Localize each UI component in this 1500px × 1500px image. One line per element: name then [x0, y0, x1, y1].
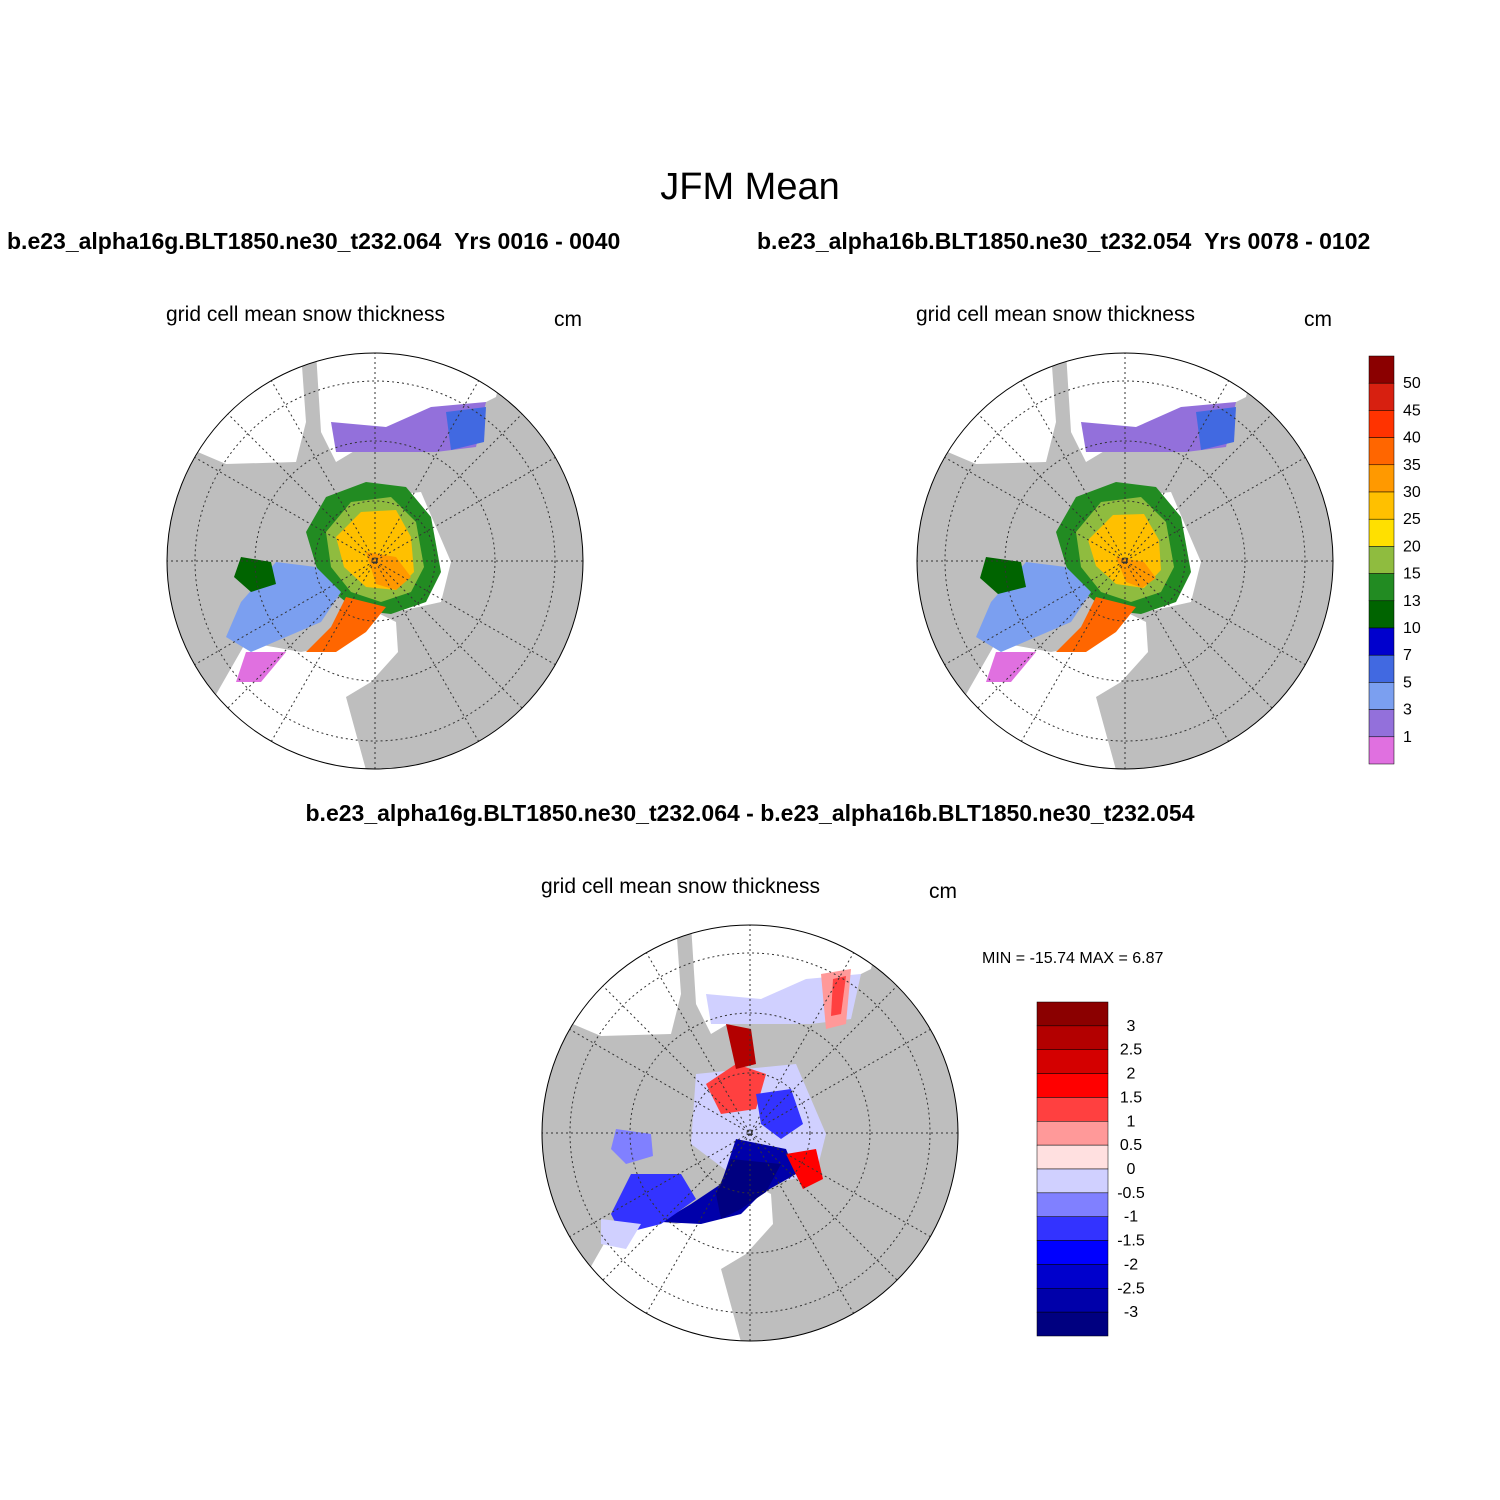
case1-years: Yrs 0016 - 0040 — [454, 228, 621, 254]
colorbar-box — [1036, 1025, 1109, 1050]
colorbar-tick-label: 40 — [1403, 430, 1421, 447]
colorbar-box — [1036, 1192, 1109, 1217]
colorbar-tick-label: 1 — [1403, 729, 1412, 746]
colorbar-tick-label: -2.5 — [1117, 1280, 1145, 1297]
colorbar-box — [1368, 410, 1395, 438]
colorbar-tick-label: 1.5 — [1120, 1089, 1142, 1106]
colorbar-box — [1036, 1168, 1109, 1194]
map-border — [916, 352, 1334, 770]
right-panel-units: cm — [1304, 308, 1332, 331]
colorbar-tick-label: 3 — [1403, 702, 1412, 719]
colorbar-tick-label: 5 — [1403, 674, 1412, 691]
colorbar-box — [1368, 654, 1395, 683]
graticule — [167, 353, 583, 769]
colorbar-box — [1036, 1073, 1109, 1098]
colorbar-tick-label: 35 — [1403, 457, 1421, 474]
colorbar-box — [1368, 600, 1395, 629]
colorbar-box — [1368, 518, 1395, 547]
colorbar-tick-label: 7 — [1403, 647, 1412, 664]
left-panel-units: cm — [554, 308, 582, 331]
case2-name: b.e23_alpha16b.BLT1850.ne30_t232.054 — [757, 228, 1192, 254]
diff-panel-units: cm — [929, 880, 957, 903]
colorbar-tick-label: -3 — [1124, 1304, 1138, 1321]
colorbar-tick-label: 1 — [1127, 1113, 1136, 1130]
negative-anomaly — [756, 1089, 803, 1139]
colorbar-tick-label: -0.5 — [1117, 1185, 1145, 1202]
case1-name: b.e23_alpha16g.BLT1850.ne30_t232.064 — [7, 228, 442, 254]
colorbar-tick-label: -2 — [1124, 1256, 1138, 1273]
colorbar-tick-label: 15 — [1403, 566, 1421, 583]
colorbar-box — [1036, 1049, 1109, 1074]
colorbar-box — [1036, 1001, 1109, 1027]
diff-panel-title: grid cell mean snow thickness — [541, 875, 820, 898]
colorbar-box — [1036, 1240, 1109, 1265]
map-border — [166, 352, 584, 770]
snow-field-bay — [226, 562, 341, 652]
colorbar-tick-label: 0.5 — [1120, 1137, 1142, 1154]
difference-polar-map — [541, 924, 959, 1342]
colorbar-tick-label: 45 — [1403, 402, 1421, 419]
right-panel-title: grid cell mean snow thickness — [916, 303, 1195, 326]
colorbar-tick-label: 3 — [1127, 1018, 1136, 1035]
colorbar-tick-label: 25 — [1403, 511, 1421, 528]
positive-anomaly — [706, 1064, 766, 1114]
colorbar-box — [1036, 1264, 1109, 1289]
difference-title: b.e23_alpha16g.BLT1850.ne30_t232.064 - b… — [305, 800, 1195, 826]
colorbar-box — [1368, 627, 1395, 656]
snow-thickness-colorbar: 50 45 40 35 30 25 20 15 13 10 7 5 3 1 — [1368, 355, 1421, 765]
colorbar-box — [1368, 491, 1395, 520]
colorbar-tick-label: 0 — [1127, 1161, 1136, 1178]
case1-title: b.e23_alpha16g.BLT1850.ne30_t232.064 Yrs… — [7, 228, 620, 255]
graticule — [917, 353, 1333, 769]
colorbar-tick-label: -1.5 — [1117, 1233, 1145, 1250]
colorbar-box — [1368, 736, 1395, 765]
colorbar-box — [1036, 1311, 1109, 1337]
colorbar-box — [1368, 437, 1395, 466]
graticule — [542, 925, 958, 1341]
difference-colorbar: 3 2.5 2 1.5 1 0.5 0 -0.5 -1 -1.5 -2 -2.5 -3 — [1036, 1001, 1145, 1337]
colorbar-box — [1036, 1097, 1109, 1122]
colorbar-box — [1368, 573, 1395, 602]
left-panel-title: grid cell mean snow thickness — [166, 303, 445, 326]
colorbar-tick-label: 50 — [1403, 375, 1421, 392]
colorbar-box — [1036, 1144, 1109, 1170]
colorbar-tick-label: 2 — [1127, 1066, 1136, 1083]
map-border — [541, 924, 959, 1342]
colorbar-tick-label: 30 — [1403, 484, 1421, 501]
colorbar-box — [1368, 382, 1395, 411]
colorbar-tick-label: 13 — [1403, 593, 1421, 610]
colorbar-tick-label: 10 — [1403, 620, 1421, 637]
colorbar-box — [1368, 355, 1395, 384]
colorbar-box — [1036, 1121, 1109, 1146]
colorbar-box — [1368, 464, 1395, 493]
snow-field-bay — [976, 562, 1091, 652]
right-polar-map — [916, 352, 1334, 770]
left-polar-map — [166, 352, 584, 770]
colorbar-box — [1368, 709, 1395, 738]
case2-years: Yrs 0078 - 0102 — [1204, 228, 1371, 254]
colorbar-tick-label: 20 — [1403, 538, 1421, 555]
colorbar-box — [1368, 546, 1395, 574]
colorbar-tick-label: 2.5 — [1120, 1042, 1142, 1059]
colorbar-box — [1036, 1288, 1109, 1313]
colorbar-box — [1368, 682, 1395, 710]
min-max-label: MIN = -15.74 MAX = 6.87 — [982, 950, 1164, 967]
colorbar-tick-label: -1 — [1124, 1209, 1138, 1226]
case2-title: b.e23_alpha16b.BLT1850.ne30_t232.054 Yrs… — [757, 228, 1370, 255]
main-title: JFM Mean — [660, 166, 840, 208]
colorbar-box — [1036, 1216, 1109, 1241]
